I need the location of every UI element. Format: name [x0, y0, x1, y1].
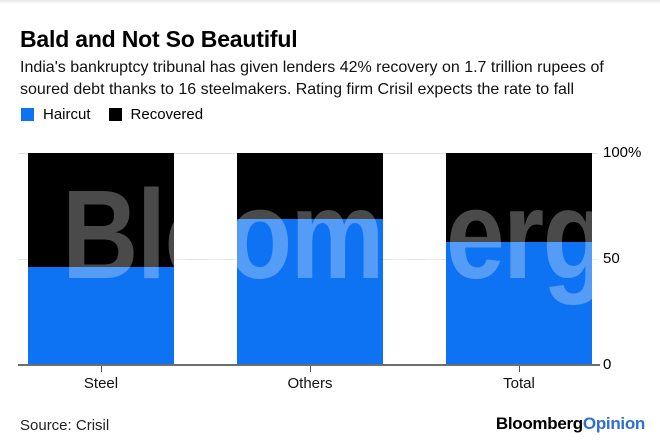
bar-total — [446, 153, 592, 365]
x-label-total: Total — [503, 375, 535, 392]
segment-haircut-total — [446, 242, 592, 365]
bar-others — [237, 153, 383, 365]
legend-item-recovered: Recovered — [108, 106, 204, 123]
chart-subtitle: India's bankruptcy tribunal has given le… — [20, 57, 644, 101]
bar-steel — [28, 153, 174, 365]
segment-haircut-others — [237, 219, 383, 365]
x-label-others: Others — [287, 375, 333, 392]
bloomberg-opinion-logo: BloombergOpinion — [496, 414, 645, 434]
subtitle-line-1: India's bankruptcy tribunal has given le… — [20, 59, 604, 76]
x-tick-steel — [101, 366, 102, 372]
logo-bloomberg-text: Bloomberg — [495, 414, 583, 433]
y-tick-100: 100% — [603, 144, 642, 161]
legend-label-recovered: Recovered — [130, 106, 204, 123]
x-tick-others — [310, 366, 311, 372]
logo-opinion-text: Opinion — [582, 414, 645, 433]
recovered-swatch-icon — [108, 108, 122, 121]
legend-item-haircut: Haircut — [21, 106, 91, 123]
top-border — [0, 0, 660, 4]
subtitle-line-2: soured debt thanks to 16 steelmakers. Ra… — [20, 81, 575, 98]
source-note: Source: Crisil — [20, 417, 110, 434]
legend: Haircut Recovered — [21, 106, 203, 123]
segment-haircut-steel — [28, 267, 174, 365]
haircut-swatch-icon — [21, 108, 34, 121]
x-tick-total — [519, 366, 520, 372]
x-label-steel: Steel — [83, 375, 119, 392]
y-tick-50: 50 — [603, 250, 620, 267]
chart-title: Bald and Not So Beautiful — [20, 26, 298, 52]
legend-label-haircut: Haircut — [43, 106, 91, 123]
y-tick-0: 0 — [603, 356, 612, 373]
x-axis-line — [18, 364, 600, 366]
